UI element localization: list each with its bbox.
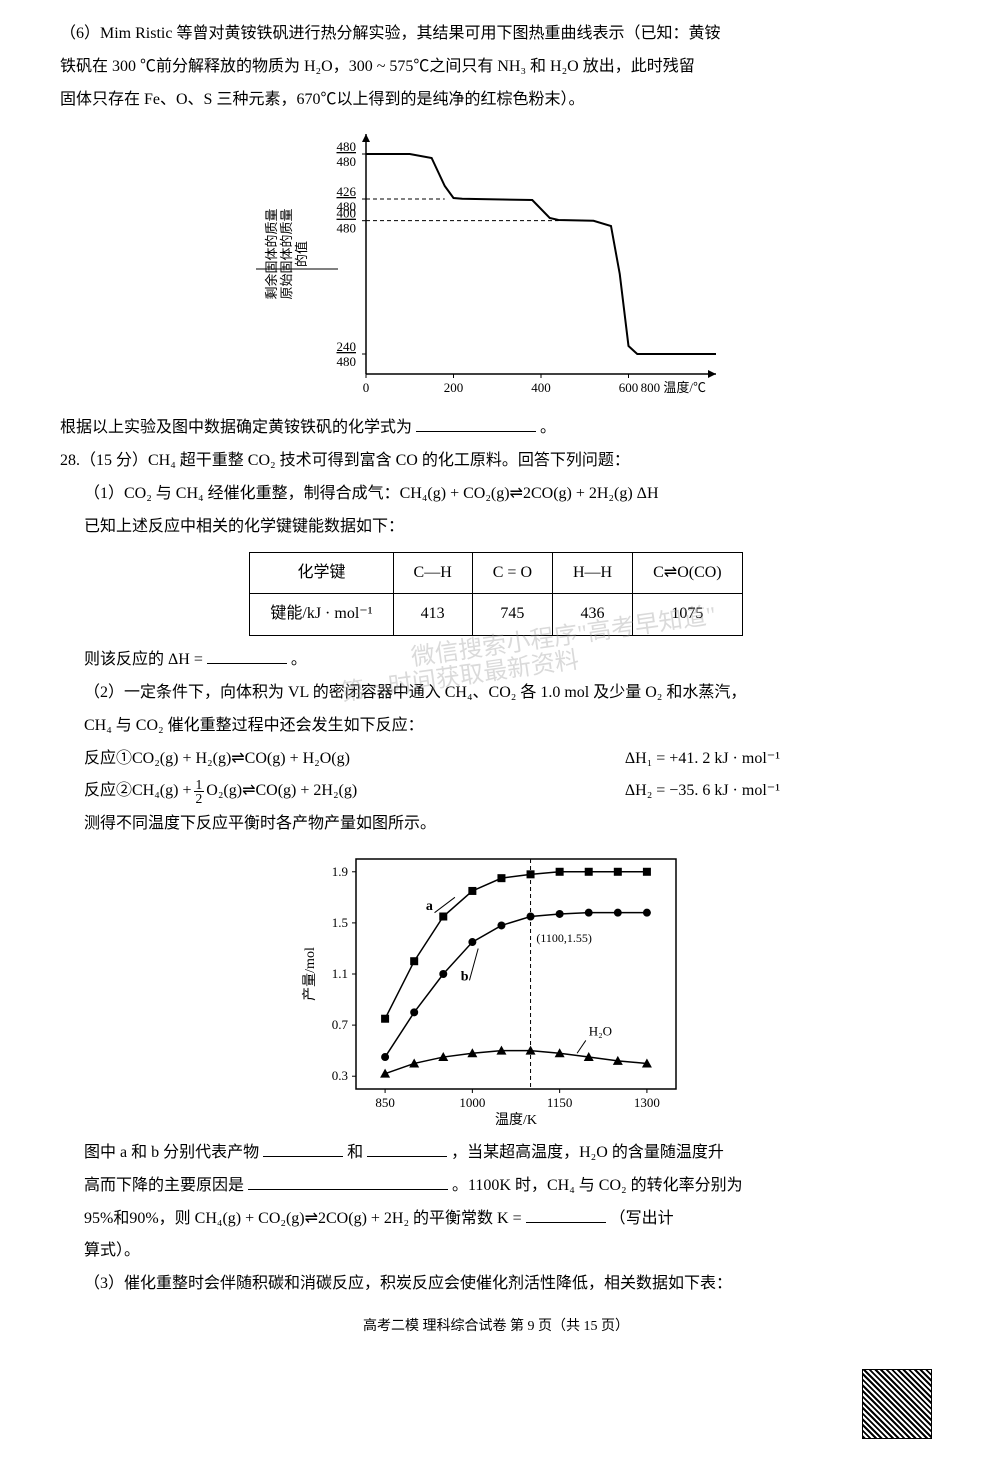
svg-text:温度/K: 温度/K	[495, 1112, 537, 1128]
q6-period: 。	[540, 419, 556, 436]
q6-line3: 固体只存在 Fe、O、S 三种元素，670℃以上得到的是纯净的红棕色粉末）。	[60, 86, 932, 115]
bond-energy-table: 化学键C—HC = OH—HC⇌O(CO) 键能/kJ · mol⁻¹41374…	[249, 552, 742, 637]
table-value-cell: 436	[553, 594, 633, 636]
reaction-2: 反应②CH₄(g) + 1 2 O₂(g)⇌CO(g) + 2H₂(g) ΔH₂…	[60, 777, 780, 806]
frac-bot: 2	[196, 792, 203, 806]
svg-text:480: 480	[337, 221, 357, 236]
svg-text:产量/mol: 产量/mol	[302, 947, 318, 1001]
q28-p1b: 已知上述反应中相关的化学键键能数据如下：	[60, 513, 932, 542]
table-header-cell: C⇌O(CO)	[633, 552, 743, 594]
svg-text:(1100,1.55): (1100,1.55)	[536, 931, 592, 945]
blank-a	[263, 1141, 343, 1157]
svg-text:1150: 1150	[547, 1095, 573, 1110]
svg-text:1.9: 1.9	[332, 864, 348, 879]
r2-left: 反应②CH₄(g) +	[84, 777, 192, 806]
r2-eq: 反应②CH₄(g) + 1 2 O₂(g)⇌CO(g) + 2H₂(g)	[84, 777, 357, 806]
svg-text:a: a	[426, 899, 433, 914]
q28-p2c: 测得不同温度下反应平衡时各产物产量如图所示。	[60, 810, 932, 839]
period-2: 。	[291, 651, 307, 668]
svg-text:0: 0	[363, 380, 370, 395]
table-value-cell: 1075	[633, 594, 743, 636]
svg-text:426: 426	[337, 184, 357, 199]
page-footer: 高考二模 理科综合试卷 第 9 页（共 15 页）	[60, 1314, 932, 1339]
svg-text:400: 400	[337, 206, 357, 221]
table-header-cell: H—H	[553, 552, 633, 594]
l2b: 。1100K 时，CH₄ 与 CO₂ 的转化率分别为	[452, 1177, 743, 1194]
l1c: ，当某超高温度，H₂O 的含量随温度升	[451, 1144, 724, 1161]
svg-text:0.7: 0.7	[332, 1017, 349, 1032]
svg-text:1.5: 1.5	[332, 915, 348, 930]
svg-text:H₂O: H₂O	[589, 1023, 612, 1038]
after-l1: 图中 a 和 b 分别代表产物 和 ，当某超高温度，H₂O 的含量随温度升	[60, 1139, 932, 1168]
q28-p2: （2）一定条件下，向体积为 VL 的密闭容器中通入 CH₄、CO₂ 各 1.0 …	[60, 679, 932, 708]
table-value-cell: 413	[393, 594, 472, 636]
after-l4: 算式）。	[60, 1237, 932, 1266]
table-header-cell: C—H	[393, 552, 472, 594]
l3b: （写出计	[610, 1210, 674, 1227]
chart2-yield: 0.3 0.7 1.1 1.5 1.9 850 1000 1150 1300 温度/K 产量/mol…	[60, 849, 932, 1129]
r1-eq: 反应①CO₂(g) + H₂(g)⇌CO(g) + H₂O(g)	[84, 745, 350, 774]
svg-text:850: 850	[375, 1095, 395, 1110]
table-value-cell: 745	[472, 594, 552, 636]
reaction-1: 反应①CO₂(g) + H₂(g)⇌CO(g) + H₂O(g) ΔH₁ = +…	[60, 745, 780, 774]
svg-text:1000: 1000	[459, 1095, 485, 1110]
q6-conclusion-text: 根据以上实验及图中数据确定黄铵铁矾的化学式为	[60, 419, 412, 436]
svg-text:400: 400	[531, 380, 551, 395]
blank-b	[367, 1141, 447, 1157]
table-header-cell: 化学键	[250, 552, 393, 594]
chart1-tga: 4804804264804004802404800200400600800 温度…	[60, 124, 932, 404]
svg-text:b: b	[461, 969, 469, 984]
blank-k	[526, 1207, 606, 1223]
svg-text:480: 480	[337, 354, 357, 369]
qr-code-icon	[862, 1369, 932, 1439]
svg-text:800 温度/℃: 800 温度/℃	[641, 380, 706, 395]
blank-reason	[248, 1174, 448, 1190]
svg-text:200: 200	[444, 380, 464, 395]
frac-top: 1	[194, 778, 205, 793]
q6-line1: （6）Mim Ristic 等曾对黄铵铁矾进行热分解实验，其结果可用下图热重曲线…	[60, 20, 932, 49]
svg-text:的值: 的值	[294, 241, 309, 267]
table-row-label: 键能/kJ · mol⁻¹	[250, 594, 393, 636]
q6-line2: 铁矾在 300 ℃前分解释放的物质为 H₂O，300 ~ 575℃之间只有 NH…	[60, 53, 932, 82]
r2-right: O₂(g)⇌CO(g) + 2H₂(g)	[206, 777, 357, 806]
svg-text:240: 240	[337, 339, 357, 354]
svg-text:剩余固体的质量: 剩余固体的质量	[264, 209, 279, 300]
qr-container	[60, 1369, 932, 1439]
svg-text:480: 480	[337, 139, 357, 154]
r2-dh: ΔH₂ = −35. 6 kJ · mol⁻¹	[625, 777, 780, 806]
q6-conclusion: 根据以上实验及图中数据确定黄铵铁矾的化学式为 。	[60, 414, 932, 443]
svg-text:1.1: 1.1	[332, 966, 348, 981]
table-header-cell: C = O	[472, 552, 552, 594]
q28-deltaH: 则该反应的 ΔH = 。	[60, 646, 932, 675]
after-l3: 95%和90%，则 CH₄(g) + CO₂(g)⇌2CO(g) + 2H₂ 的…	[60, 1205, 932, 1234]
q28-p1: （1）CO₂ 与 CH₄ 经催化重整，制得合成气：CH₄(g) + CO₂(g)…	[60, 480, 932, 509]
l3a: 95%和90%，则 CH₄(g) + CO₂(g)⇌2CO(g) + 2H₂ 的…	[84, 1210, 526, 1227]
blank-formula	[416, 416, 536, 432]
blank-deltaH	[207, 648, 287, 664]
q28-p3: （3）催化重整时会伴随积碳和消碳反应，积炭反应会使催化剂活性降低，相关数据如下表…	[60, 1270, 932, 1299]
svg-text:600: 600	[619, 380, 639, 395]
svg-text:480: 480	[337, 154, 357, 169]
svg-text:0.3: 0.3	[332, 1068, 348, 1083]
l1a: 图中 a 和 b 分别代表产物	[84, 1144, 259, 1161]
svg-text:1300: 1300	[634, 1095, 660, 1110]
q28-header: 28.（15 分）CH₄ 超干重整 CO₂ 技术可得到富含 CO 的化工原料。回…	[60, 447, 932, 476]
after-l2: 高而下降的主要原因是 。1100K 时，CH₄ 与 CO₂ 的转化率分别为	[60, 1172, 932, 1201]
fraction-half: 1 2	[194, 778, 205, 806]
q28-p2b: CH₄ 与 CO₂ 催化重整过程中还会发生如下反应：	[60, 712, 932, 741]
l2a: 高而下降的主要原因是	[84, 1177, 244, 1194]
deltaH-text: 则该反应的 ΔH =	[84, 651, 207, 668]
svg-text:原始固体的质量: 原始固体的质量	[279, 209, 294, 300]
r1-dh: ΔH₁ = +41. 2 kJ · mol⁻¹	[625, 745, 780, 774]
l1b: 和	[347, 1144, 363, 1161]
